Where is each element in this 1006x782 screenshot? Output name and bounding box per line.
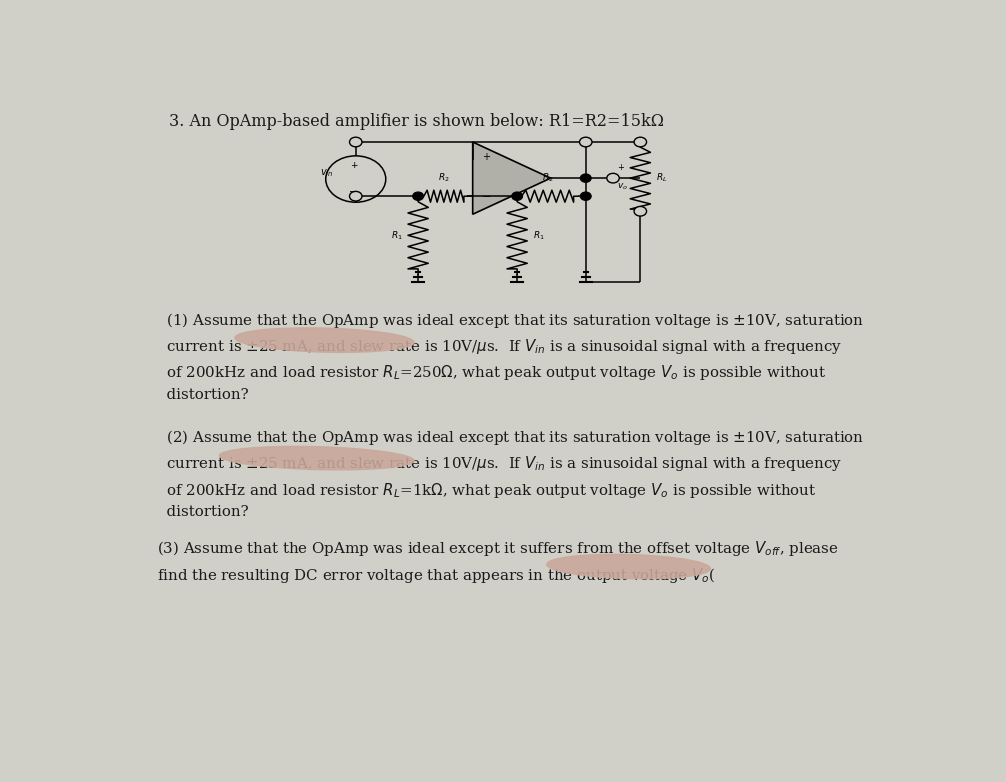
Circle shape <box>634 137 647 147</box>
Ellipse shape <box>235 328 414 353</box>
Text: (3) Assume that the OpAmp was ideal except it suffers from the offset voltage $V: (3) Assume that the OpAmp was ideal exce… <box>157 540 839 585</box>
Circle shape <box>580 192 592 200</box>
Text: −: − <box>482 192 491 203</box>
Text: (2) Assume that the OpAmp was ideal except that its saturation voltage is $\pm$1: (2) Assume that the OpAmp was ideal exce… <box>157 428 864 519</box>
Text: +: + <box>350 161 357 170</box>
Text: $R_2$: $R_2$ <box>438 172 450 184</box>
Circle shape <box>579 137 592 147</box>
Circle shape <box>412 192 424 200</box>
Text: −: − <box>349 188 357 197</box>
Circle shape <box>512 192 522 200</box>
Circle shape <box>349 192 362 201</box>
Circle shape <box>634 206 647 216</box>
Text: +: + <box>482 152 490 162</box>
Text: +: + <box>617 163 624 172</box>
Text: 3. An OpAmp-based amplifier is shown below: R1=R2=15kΩ: 3. An OpAmp-based amplifier is shown bel… <box>169 113 664 130</box>
Text: $R_2$: $R_2$ <box>541 172 553 184</box>
Text: $v_{in}$: $v_{in}$ <box>321 167 334 179</box>
Ellipse shape <box>547 554 710 579</box>
Circle shape <box>580 174 592 182</box>
Text: $R_L$: $R_L$ <box>656 172 667 185</box>
Ellipse shape <box>219 447 414 470</box>
Circle shape <box>349 137 362 147</box>
Text: $R_1$: $R_1$ <box>533 229 544 242</box>
Circle shape <box>607 174 620 183</box>
Text: (1) Assume that the OpAmp was ideal except that its saturation voltage is $\pm$1: (1) Assume that the OpAmp was ideal exce… <box>157 310 864 402</box>
Text: $R_1$: $R_1$ <box>390 229 402 242</box>
Polygon shape <box>473 142 550 214</box>
Text: $v_o$: $v_o$ <box>617 181 628 192</box>
